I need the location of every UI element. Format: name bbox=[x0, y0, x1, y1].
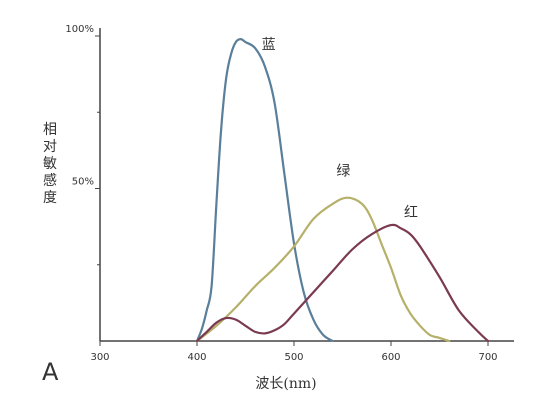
series-line bbox=[195, 223, 490, 343]
x-tick-label: 700 bbox=[478, 352, 497, 363]
series-label-group: 蓝绿红 bbox=[262, 37, 418, 221]
panel-label: A bbox=[42, 358, 59, 386]
x-tick-label: 600 bbox=[381, 352, 400, 363]
x-tick-label: 300 bbox=[90, 352, 109, 363]
series-label: 蓝 bbox=[262, 37, 276, 53]
y-tick-label: 50% bbox=[72, 177, 94, 188]
x-tick-label: 500 bbox=[284, 352, 303, 363]
tick-group: 300 400 500 600 700 100% 50% bbox=[65, 24, 497, 363]
series-line bbox=[195, 38, 334, 343]
y-axis-label: 相对敏感度 bbox=[43, 122, 57, 206]
x-axis-label: 波长(nm) bbox=[255, 376, 316, 392]
series-line bbox=[195, 196, 451, 343]
series-group bbox=[195, 38, 490, 343]
y-tick-label: 100% bbox=[65, 24, 94, 35]
series-label: 红 bbox=[404, 205, 418, 221]
x-tick-label: 400 bbox=[187, 352, 206, 363]
series-label: 绿 bbox=[336, 164, 350, 180]
